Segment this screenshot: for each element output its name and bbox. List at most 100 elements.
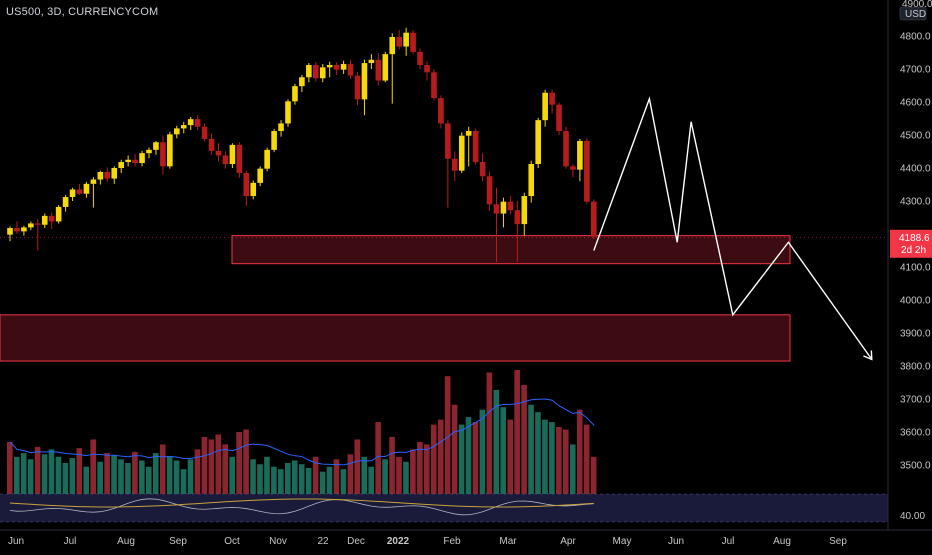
candle-body[interactable] xyxy=(389,36,396,55)
volume-bar xyxy=(514,370,520,494)
candle-body[interactable] xyxy=(35,223,41,225)
candle-body[interactable] xyxy=(445,123,451,159)
candle-body[interactable] xyxy=(278,123,284,132)
candle-body[interactable] xyxy=(90,179,97,184)
candles-layer[interactable] xyxy=(7,27,597,263)
candle-body[interactable] xyxy=(361,63,368,100)
candle-body[interactable] xyxy=(535,120,541,165)
candle-body[interactable] xyxy=(97,171,104,180)
candle-body[interactable] xyxy=(292,86,298,102)
supply-demand-zone[interactable] xyxy=(0,314,791,362)
candle-body[interactable] xyxy=(431,72,437,99)
candle-body[interactable] xyxy=(83,183,90,194)
candle-body[interactable] xyxy=(14,228,20,232)
candle-body[interactable] xyxy=(160,142,166,167)
candle-body[interactable] xyxy=(570,166,576,170)
time-tick-label: 22 xyxy=(317,536,329,547)
time-axis[interactable]: Jun Jul Aug Sep Oct Nov 22 Dec 2022 Feb Mar Apr May J… xyxy=(0,529,932,547)
candle-body[interactable] xyxy=(215,150,222,156)
candle-body[interactable] xyxy=(382,54,389,81)
candle-body[interactable] xyxy=(28,223,34,228)
candle-body[interactable] xyxy=(271,131,277,150)
candle-body[interactable] xyxy=(347,64,354,76)
candle-body[interactable] xyxy=(340,64,347,70)
candle-body[interactable] xyxy=(563,131,569,167)
projection-path[interactable] xyxy=(593,96,873,360)
candle-body[interactable] xyxy=(139,153,145,164)
candle-body[interactable] xyxy=(257,168,263,183)
candle-body[interactable] xyxy=(222,155,229,165)
candle-body[interactable] xyxy=(528,164,535,197)
candle-body[interactable] xyxy=(243,172,250,197)
candle-body[interactable] xyxy=(514,210,521,225)
candle-body[interactable] xyxy=(132,159,138,164)
price-tick-label: 4100.0 xyxy=(900,263,931,274)
candle-body[interactable] xyxy=(55,206,62,222)
candle-body[interactable] xyxy=(229,144,236,165)
candle-body[interactable] xyxy=(354,75,361,100)
candle-body[interactable] xyxy=(549,92,555,105)
candle-body[interactable] xyxy=(236,144,243,173)
candle-body[interactable] xyxy=(264,149,270,169)
candle-body[interactable] xyxy=(187,119,194,126)
candle-body[interactable] xyxy=(479,162,486,177)
candle-body[interactable] xyxy=(201,126,208,139)
candle-body[interactable] xyxy=(507,201,514,211)
candle-body[interactable] xyxy=(174,128,180,135)
candle-body[interactable] xyxy=(306,65,312,78)
candle-body[interactable] xyxy=(396,36,402,47)
candle-body[interactable] xyxy=(458,135,465,171)
candle-body[interactable] xyxy=(333,65,340,70)
currency-unit-box[interactable] xyxy=(899,6,927,21)
symbol-title[interactable]: US500, 3D, CURRENCYCOM xyxy=(6,6,159,18)
candle-body[interactable] xyxy=(208,138,215,151)
current-price-tag[interactable] xyxy=(890,229,932,258)
candle-body[interactable] xyxy=(180,125,187,129)
candle-body[interactable] xyxy=(111,168,118,179)
volume-ma-line xyxy=(9,398,595,466)
candle-body[interactable] xyxy=(465,131,472,136)
candle-body[interactable] xyxy=(493,204,500,214)
candle-body[interactable] xyxy=(62,197,69,207)
candle-body[interactable] xyxy=(542,92,548,121)
candle-body[interactable] xyxy=(7,228,13,235)
candle-body[interactable] xyxy=(285,101,291,124)
candle-body[interactable] xyxy=(577,140,583,170)
candle-body[interactable] xyxy=(556,104,562,132)
candle-body[interactable] xyxy=(472,131,479,163)
candle-body[interactable] xyxy=(313,65,319,79)
candle-body[interactable] xyxy=(326,65,333,68)
candle-body[interactable] xyxy=(21,227,27,232)
candle-body[interactable] xyxy=(146,149,152,154)
candle-body[interactable] xyxy=(299,77,305,87)
candle-body[interactable] xyxy=(424,65,430,73)
candle-body[interactable] xyxy=(438,98,444,124)
candle-body[interactable] xyxy=(403,32,409,47)
candle-body[interactable] xyxy=(368,59,375,64)
candle-body[interactable] xyxy=(452,158,458,171)
candle-body[interactable] xyxy=(153,142,159,150)
candle-body[interactable] xyxy=(118,162,124,168)
candle-body[interactable] xyxy=(521,196,528,225)
supply-demand-zone[interactable] xyxy=(231,235,791,265)
candle-body[interactable] xyxy=(69,189,76,198)
candle-body[interactable] xyxy=(41,215,48,225)
candle-body[interactable] xyxy=(584,140,590,202)
candle-body[interactable] xyxy=(167,134,173,167)
candle-body[interactable] xyxy=(591,201,597,237)
candle-body[interactable] xyxy=(500,201,507,214)
candle-body[interactable] xyxy=(125,159,131,163)
candle-body[interactable] xyxy=(104,171,111,179)
candle-body[interactable] xyxy=(319,67,326,79)
candle-body[interactable] xyxy=(375,59,382,81)
candle-body[interactable] xyxy=(486,176,493,205)
candle-body[interactable] xyxy=(250,182,257,197)
candle-body[interactable] xyxy=(194,119,201,127)
candle-body[interactable] xyxy=(417,51,423,66)
candle-body[interactable] xyxy=(48,215,55,222)
candle-body[interactable] xyxy=(76,189,83,194)
candle-body[interactable] xyxy=(410,32,416,52)
